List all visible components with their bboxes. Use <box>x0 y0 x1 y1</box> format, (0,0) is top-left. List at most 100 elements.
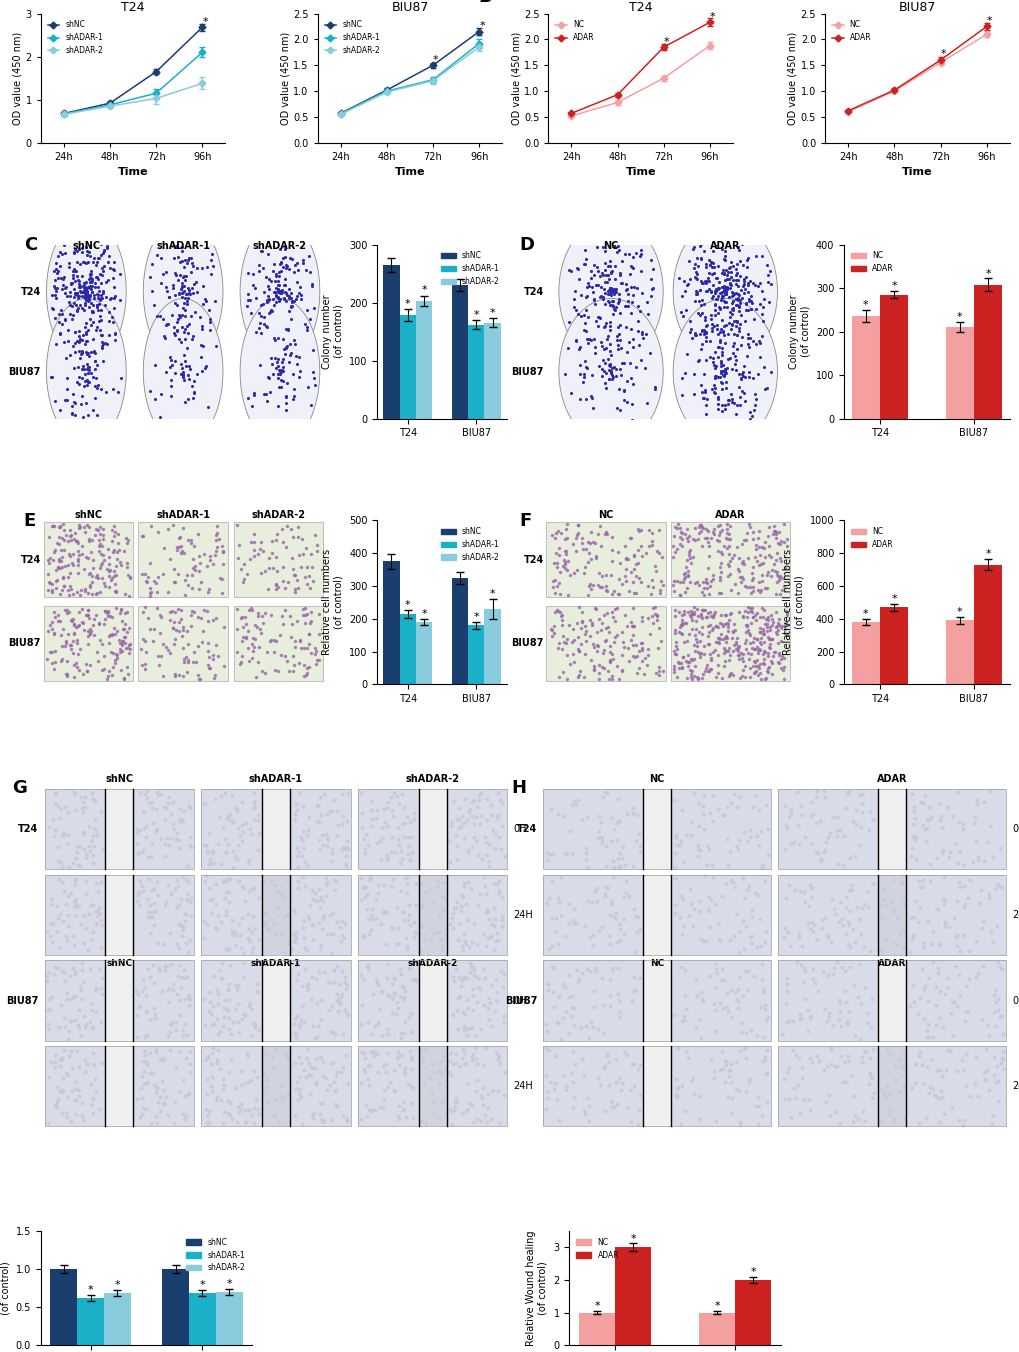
Y-axis label: OD value (450 nm): OD value (450 nm) <box>280 31 290 124</box>
Text: *: * <box>421 285 427 295</box>
Bar <box>543 960 770 1041</box>
Bar <box>777 788 877 869</box>
Text: B: B <box>478 0 491 5</box>
Bar <box>484 323 500 419</box>
Legend: NC, ADAR: NC, ADAR <box>847 525 897 552</box>
Bar <box>105 875 133 955</box>
Text: NC: NC <box>649 960 663 968</box>
Bar <box>543 788 642 869</box>
Text: ADAR: ADAR <box>877 960 906 968</box>
Legend: shNC, shADAR-1, shADAR-2: shNC, shADAR-1, shADAR-2 <box>437 525 502 565</box>
Y-axis label: OD value (450 nm): OD value (450 nm) <box>511 31 521 124</box>
Bar <box>945 327 973 419</box>
Bar <box>543 1046 770 1126</box>
Bar <box>418 875 446 955</box>
Bar <box>468 324 484 419</box>
Bar <box>671 875 770 955</box>
Y-axis label: Relative cell numbers
(of control): Relative cell numbers (of control) <box>322 549 343 656</box>
Bar <box>418 1046 446 1126</box>
Text: *: * <box>594 1301 599 1311</box>
Ellipse shape <box>239 299 320 445</box>
Bar <box>671 788 770 869</box>
Title: T24: T24 <box>629 0 652 14</box>
Bar <box>139 522 227 598</box>
Text: 24H: 24H <box>513 1082 533 1091</box>
Bar <box>133 960 194 1041</box>
Bar <box>416 300 432 419</box>
Bar <box>262 788 289 869</box>
Y-axis label: Relative Wound healing
(of control): Relative Wound healing (of control) <box>0 1230 10 1345</box>
Text: *: * <box>489 308 495 318</box>
Bar <box>358 875 418 955</box>
Text: NC: NC <box>649 775 664 784</box>
Bar <box>201 788 262 869</box>
Bar <box>906 1046 1005 1126</box>
Text: *: * <box>862 608 868 619</box>
Text: BIU87: BIU87 <box>6 995 39 1006</box>
Text: BIU87: BIU87 <box>512 366 543 377</box>
Text: D: D <box>519 235 534 254</box>
Bar <box>50 1270 77 1345</box>
Bar <box>546 522 665 598</box>
Bar <box>642 788 671 869</box>
Text: shADAR-2: shADAR-2 <box>251 510 305 521</box>
Bar <box>642 1046 671 1126</box>
Text: *: * <box>433 54 438 65</box>
Bar <box>133 788 194 869</box>
Legend: shNC, shADAR-1, shADAR-2: shNC, shADAR-1, shADAR-2 <box>437 249 502 289</box>
Bar <box>777 875 1005 955</box>
Bar <box>383 265 399 419</box>
Bar <box>233 606 322 681</box>
Ellipse shape <box>239 219 320 365</box>
Bar <box>44 522 132 598</box>
Text: T24: T24 <box>523 554 543 565</box>
Legend: NC, ADAR: NC, ADAR <box>828 18 873 45</box>
Ellipse shape <box>558 219 662 365</box>
Text: 0H: 0H <box>513 995 527 1006</box>
Y-axis label: OD value (450 nm): OD value (450 nm) <box>12 31 22 124</box>
Bar <box>973 284 1002 419</box>
Text: shADAR-1: shADAR-1 <box>156 242 210 251</box>
Text: shADAR-1: shADAR-1 <box>251 960 301 968</box>
Legend: shNC, shADAR-1, shADAR-2: shNC, shADAR-1, shADAR-2 <box>183 1234 249 1275</box>
Bar <box>201 875 351 955</box>
Text: *: * <box>985 16 991 26</box>
Bar <box>233 522 322 598</box>
Text: BIU87: BIU87 <box>8 366 41 377</box>
Text: *: * <box>200 1280 205 1290</box>
Bar <box>105 960 133 1041</box>
Bar <box>262 1046 289 1126</box>
Bar <box>105 788 133 869</box>
Text: 0H: 0H <box>1011 823 1019 834</box>
Text: *: * <box>88 1284 94 1295</box>
Bar <box>358 1046 418 1126</box>
Text: shADAR-2: shADAR-2 <box>408 960 458 968</box>
Text: NC: NC <box>598 510 613 521</box>
Bar <box>777 875 877 955</box>
Bar <box>104 1294 130 1345</box>
Bar <box>216 1293 243 1345</box>
Bar <box>777 960 877 1041</box>
Text: *: * <box>750 1267 755 1278</box>
Bar <box>671 1046 770 1126</box>
Bar <box>45 1046 105 1126</box>
Bar <box>262 960 289 1041</box>
Bar <box>201 875 262 955</box>
Bar <box>162 1270 189 1345</box>
Bar <box>383 561 399 684</box>
Ellipse shape <box>673 299 776 445</box>
X-axis label: Time: Time <box>902 168 931 177</box>
Bar <box>468 625 484 684</box>
Y-axis label: OD value (450 nm): OD value (450 nm) <box>787 31 797 124</box>
Text: 24H: 24H <box>1011 910 1019 919</box>
Text: *: * <box>862 300 868 311</box>
Text: T24: T24 <box>523 287 543 296</box>
Bar <box>484 608 500 684</box>
X-axis label: Time: Time <box>625 168 655 177</box>
Text: shADAR-1: shADAR-1 <box>249 775 303 784</box>
Y-axis label: Relative cell numbers
(of control): Relative cell numbers (of control) <box>782 549 804 656</box>
Bar <box>289 960 351 1041</box>
Text: *: * <box>709 12 714 22</box>
Bar <box>201 960 262 1041</box>
Bar <box>289 875 351 955</box>
